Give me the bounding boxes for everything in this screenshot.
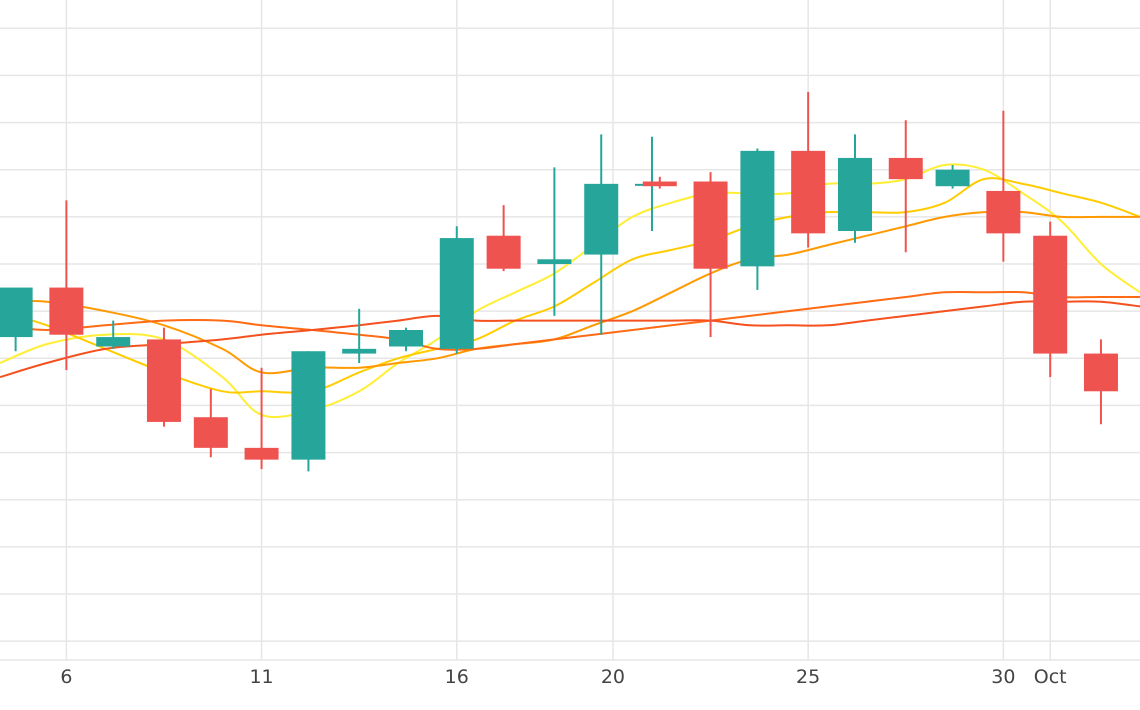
candle-20 [935, 165, 970, 189]
candle-body [1033, 235, 1068, 354]
x-tick-label-4: 25 [796, 666, 820, 688]
candle-0 [0, 287, 33, 352]
candle-body [1083, 353, 1118, 392]
candle-7 [342, 308, 377, 363]
candles [0, 91, 1118, 472]
candle-body [740, 150, 775, 267]
candle-body [486, 235, 521, 269]
moving-average-lines [0, 163, 1140, 419]
candle-18 [838, 134, 872, 243]
candle-4 [193, 388, 228, 458]
candle-10 [486, 205, 521, 272]
candle-body [584, 183, 619, 255]
candle-body [693, 181, 728, 269]
candle-body [291, 351, 326, 460]
candle-body [935, 169, 970, 187]
x-tick-label-3: 20 [601, 666, 625, 688]
candle-body [888, 157, 923, 180]
candle-12 [584, 134, 619, 335]
candle-body [342, 348, 377, 354]
candle-body [244, 447, 279, 460]
x-tick-labels: 6 11 16 20 25 30 Oct [60, 666, 1066, 688]
candle-14 [642, 176, 677, 189]
candle-22 [1033, 221, 1068, 378]
moving-average-line-4 [0, 300, 1140, 379]
x-tick-label-1: 11 [249, 666, 273, 688]
candle-1 [49, 200, 84, 371]
moving-average-line-2 [0, 210, 1140, 375]
candle-body [537, 259, 572, 264]
candle-3 [146, 327, 181, 427]
moving-average-line-3 [0, 290, 1140, 351]
x-tick-label-2: 16 [445, 666, 469, 688]
candle-5 [244, 367, 279, 470]
candle-6 [291, 351, 326, 472]
candle-21 [986, 110, 1021, 262]
candle-9 [439, 226, 474, 354]
moving-average-line-1 [0, 177, 1140, 394]
candle-11 [537, 167, 572, 316]
x-tick-label-5: 30 [991, 666, 1015, 688]
candle-body [49, 287, 84, 335]
candle-body [193, 417, 228, 448]
candle-body [986, 190, 1021, 234]
candle-body [146, 339, 181, 422]
candle-body [96, 337, 131, 347]
candle-23 [1083, 339, 1118, 425]
candle-19 [888, 120, 923, 253]
candle-body [791, 150, 826, 234]
candle-17 [791, 91, 826, 248]
candle-8 [389, 327, 424, 352]
candle-body [0, 287, 33, 338]
x-gridlines [65, 0, 1051, 660]
candle-15 [693, 172, 728, 338]
candle-body [439, 238, 474, 349]
candle-body [642, 181, 677, 187]
candle-16 [740, 148, 775, 290]
candle-body [389, 330, 424, 347]
candle-body [838, 157, 872, 231]
y-gridlines [0, 27, 1140, 642]
candle-2 [96, 320, 131, 349]
x-tick-label-6: Oct [1034, 666, 1067, 688]
x-tick-label-0: 6 [60, 666, 72, 688]
